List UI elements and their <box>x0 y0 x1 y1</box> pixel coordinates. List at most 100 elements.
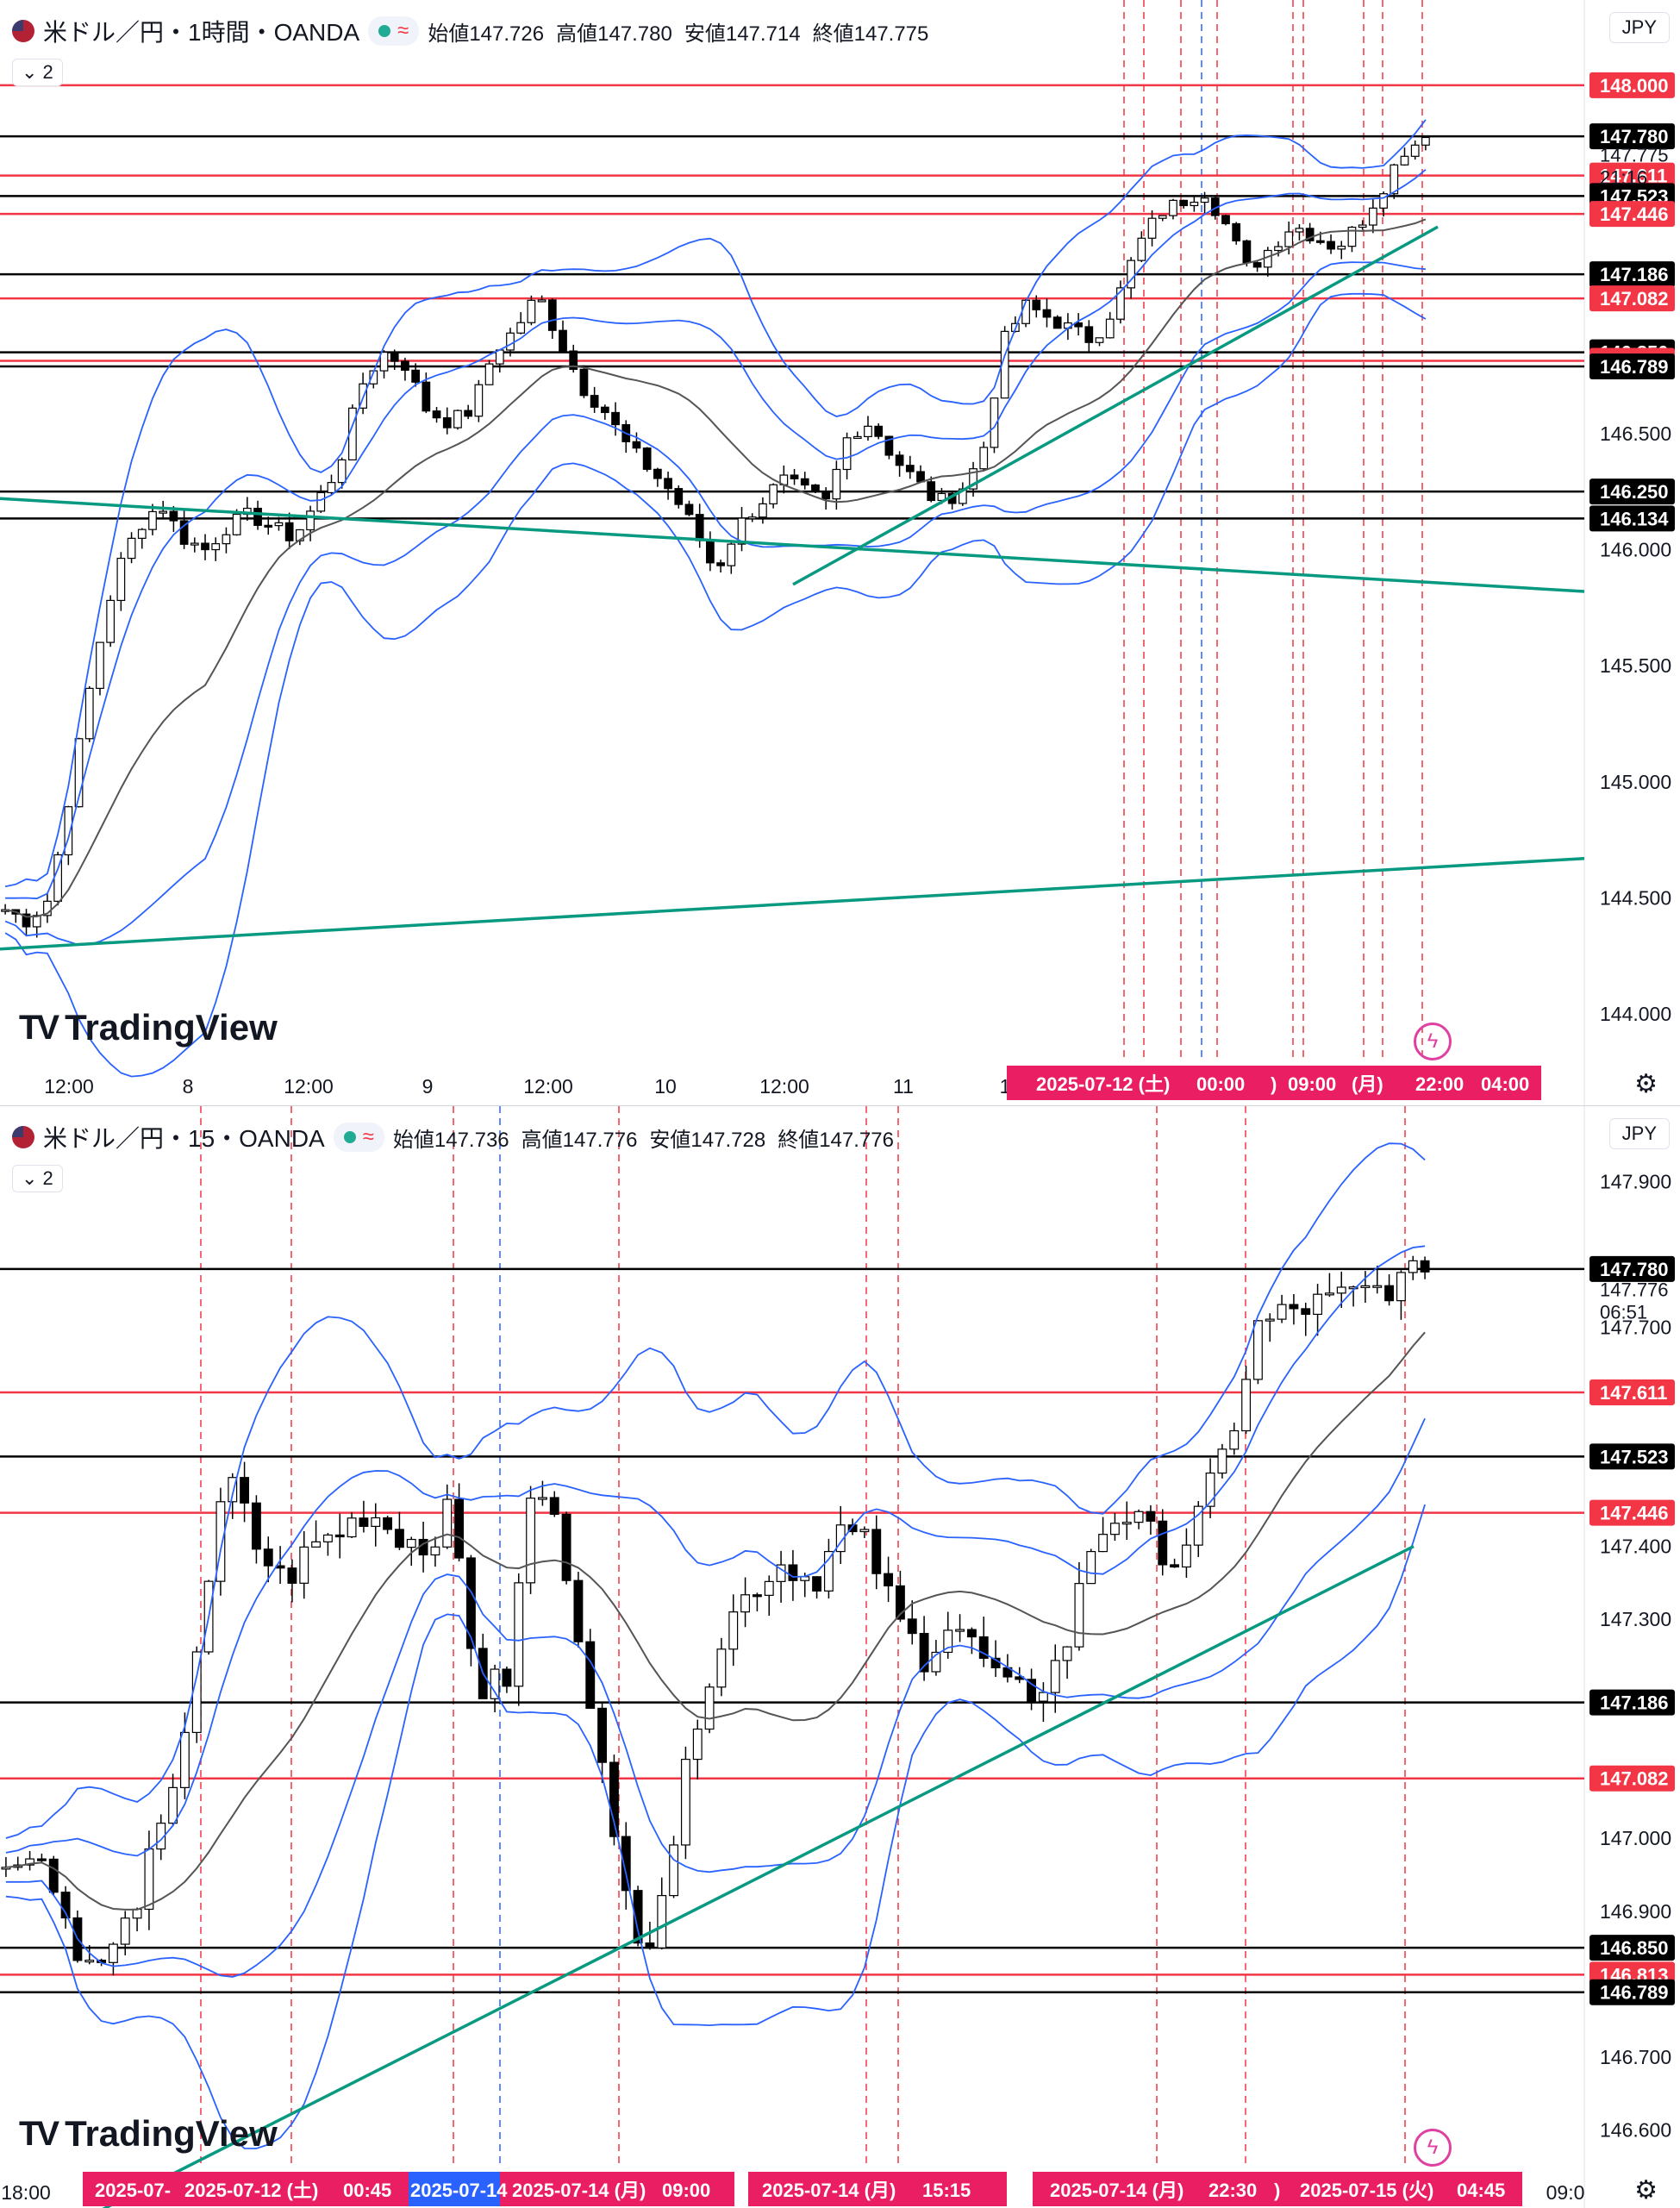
candle-body <box>579 368 589 397</box>
currency-button[interactable]: JPY <box>1608 1118 1670 1149</box>
candle-body <box>48 1858 59 1893</box>
candle-body <box>1396 1272 1406 1302</box>
candle-body <box>1324 1292 1334 1296</box>
candle-body <box>490 1668 500 1699</box>
candle-body <box>895 1585 905 1620</box>
price-level-tag <box>1589 201 1675 228</box>
time-marker-tag-label: 2025-07- <box>95 2180 171 2201</box>
candle-body <box>547 299 557 331</box>
price-tick-label: 145.500 <box>1600 654 1671 677</box>
price-tick-label: 146.500 <box>1600 422 1671 445</box>
candle-body <box>306 510 315 531</box>
price-tick-label: 147.400 <box>1600 1536 1671 1558</box>
candle-body <box>621 1836 631 1892</box>
candle-body <box>228 1477 238 1503</box>
candle-body <box>201 542 209 551</box>
time-marker-tag-label: 22:00 <box>1415 1073 1464 1095</box>
candle-body <box>108 1943 118 1963</box>
candle-body <box>299 1546 309 1584</box>
candle-body <box>800 478 809 486</box>
candle-body <box>1327 241 1335 250</box>
candle-body <box>527 299 536 323</box>
bar-countdown-label: 06:51 <box>1600 1301 1647 1323</box>
candle-body <box>32 915 41 928</box>
candle-body <box>1313 1293 1323 1316</box>
price-chart-1h[interactable]: 146.500 146.000 145.500 145.000 144.500 144.0… <box>0 0 1680 1105</box>
time-marker-tag-label: 04:00 <box>1481 1073 1529 1095</box>
settings-gear-icon[interactable]: ⚙ <box>1634 2176 1658 2205</box>
candle-body <box>215 1501 226 1582</box>
price-level-tag <box>1589 285 1675 312</box>
current-price-label: 147.776 <box>1600 1279 1669 1300</box>
candle-body <box>453 410 462 428</box>
market-open-icon <box>378 25 391 37</box>
currency-button[interactable]: JPY <box>1608 12 1670 43</box>
candle-body <box>549 1497 559 1515</box>
time-marker-tag-label: 2025-07-14 (月) <box>512 2180 646 2201</box>
usd-flag-icon <box>12 1126 34 1148</box>
candle-body <box>611 411 620 426</box>
indicator-collapse-button[interactable]: ⌄ 2 <box>12 59 63 86</box>
candle-body <box>406 1538 416 1548</box>
candle-body <box>211 543 221 551</box>
tradingview-logo-icon: TV <box>19 1008 59 1047</box>
price-chart-15m[interactable]: 147.900 147.700 147.400 147.300 147.000 146.9… <box>0 1106 1680 2208</box>
candle-body <box>832 468 841 500</box>
price-level-tag-label: 147.446 <box>1600 203 1669 225</box>
price-tick-label: 144.000 <box>1600 1003 1671 1025</box>
candle-body <box>359 1517 369 1528</box>
price-tick-label: 147.900 <box>1600 1170 1671 1192</box>
candle-body <box>1284 231 1294 247</box>
candle-body <box>432 410 441 419</box>
chart-panel-15m[interactable]: 147.900 147.700 147.400 147.300 147.000 146.9… <box>0 1105 1680 2208</box>
candle-body <box>120 1917 130 1945</box>
candle-body <box>64 806 73 856</box>
price-level-tag-label: 147.186 <box>1600 1692 1669 1714</box>
candle-body <box>116 557 126 602</box>
chart-panel-1h[interactable]: 146.500 146.000 145.500 145.000 144.500 144.0… <box>0 0 1680 1105</box>
candle-body <box>442 417 452 428</box>
price-level-tag-label: 146.789 <box>1600 356 1669 378</box>
candle-body <box>502 1668 512 1687</box>
candle-body <box>955 1629 965 1632</box>
candle-body <box>1062 1646 1072 1661</box>
candle-body <box>251 1502 261 1550</box>
candle-body <box>769 484 778 504</box>
candle-body <box>943 1629 953 1654</box>
candle-body <box>559 329 567 352</box>
candle-body <box>1158 215 1167 219</box>
candle-body <box>727 543 736 566</box>
indicator-collapse-button[interactable]: ⌄ 2 <box>12 1165 63 1192</box>
time-tick-label: 12:00 <box>284 1075 334 1098</box>
candle-body <box>1116 287 1125 320</box>
candle-body <box>263 1548 273 1567</box>
price-tick-label: 146.600 <box>1600 2119 1671 2142</box>
candle-body <box>1221 215 1230 225</box>
symbol-title[interactable]: 米ドル／円・1時間・OANDA <box>43 19 360 46</box>
settings-gear-icon[interactable]: ⚙ <box>1634 1070 1658 1098</box>
status-pill[interactable]: ≈ <box>333 1123 384 1152</box>
candle-body <box>859 1529 870 1533</box>
candle-body <box>506 332 515 351</box>
symbol-title[interactable]: 米ドル／円・15・OANDA <box>43 1125 325 1152</box>
candle-body <box>1109 1523 1120 1536</box>
candle-body <box>821 491 831 500</box>
time-marker-tag-label: 2025-07-14 (月) <box>1050 2180 1183 2201</box>
candle-body <box>1315 240 1325 243</box>
lightning-icon[interactable]: ϟ <box>1414 1023 1452 1060</box>
candle-body <box>43 900 52 916</box>
candle-body <box>1098 1534 1109 1553</box>
time-tick-label: 9 <box>422 1075 434 1098</box>
candle-body <box>728 1611 739 1650</box>
candle-body <box>1050 1660 1060 1693</box>
candle-body <box>823 1550 834 1592</box>
bollinger-upper-1sd <box>5 1245 1426 1857</box>
status-pill[interactable]: ≈ <box>368 16 420 46</box>
candle-body <box>609 1761 619 1837</box>
trend-line <box>0 497 1585 593</box>
candle-body <box>253 507 262 526</box>
lightning-icon[interactable]: ϟ <box>1414 2129 1452 2167</box>
candle-body <box>464 410 473 417</box>
candle-body <box>1274 246 1283 252</box>
candle-body <box>1252 262 1262 268</box>
